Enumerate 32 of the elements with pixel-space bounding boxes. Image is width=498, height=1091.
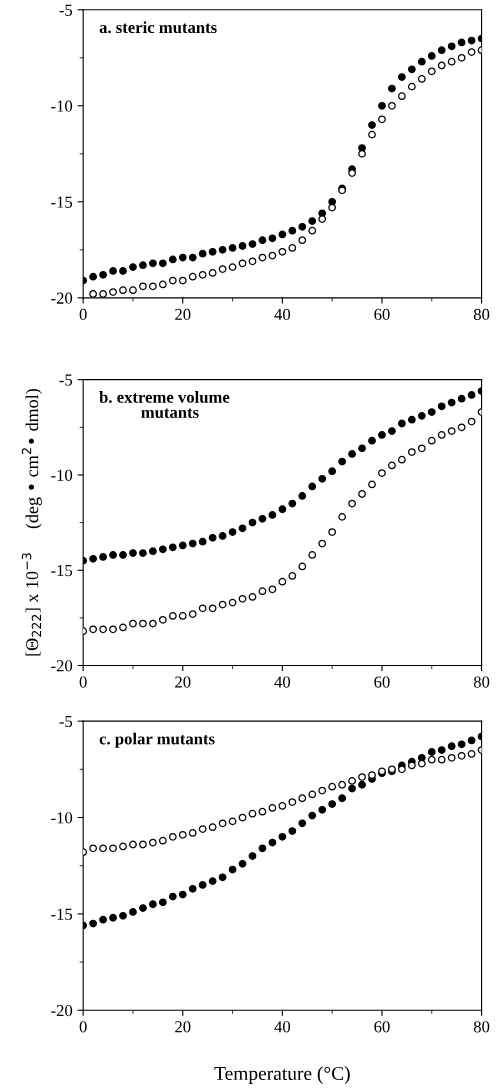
x-axis-title: Temperature (°C): [214, 1066, 350, 1084]
y-tick-label: -20: [51, 1004, 73, 1017]
y-tick-label: -15: [51, 196, 73, 208]
y-tick-label: -15: [51, 908, 73, 920]
y-tick-label: -20: [51, 292, 73, 304]
y-tick-label: -10: [51, 812, 73, 824]
x-tick-label: 60: [374, 308, 390, 320]
x-tick-label: 80: [473, 676, 490, 688]
x-tick-label: 40: [274, 1021, 291, 1033]
x-tick-label: 0: [79, 676, 87, 688]
x-tick-label: 0: [79, 1021, 87, 1033]
x-tick-label: 40: [274, 676, 291, 688]
x-tick-label: 80: [473, 308, 490, 320]
text: c. polar mutants: [99, 732, 215, 748]
x-tick-label: 40: [274, 308, 291, 320]
y-tick-label: -15: [51, 565, 73, 577]
x-tick-label: 20: [175, 676, 191, 688]
x-tick-label: 20: [175, 308, 191, 320]
y-tick-label: -10: [51, 469, 73, 481]
y-tick-label: -5: [59, 716, 73, 728]
y-tick-label: -20: [51, 660, 73, 672]
y-tick-label: -5: [59, 374, 73, 386]
x-tick-label: 60: [374, 676, 390, 688]
x-tick-label: 0: [79, 308, 87, 320]
x-tick-label: 80: [473, 1021, 490, 1033]
y-tick-label: -5: [59, 4, 73, 16]
text: b. extreme volume mutants: [99, 391, 230, 418]
x-tick-label: 20: [175, 1021, 191, 1033]
text: a. steric mutants: [99, 21, 217, 34]
text: [Θ$_{222}$] x 10$^{−3}$ (deg • cm$^{2}$• dmol): [21, 389, 42, 656]
x-tick-label: 60: [374, 1021, 390, 1033]
y-tick-label: -10: [51, 100, 73, 112]
